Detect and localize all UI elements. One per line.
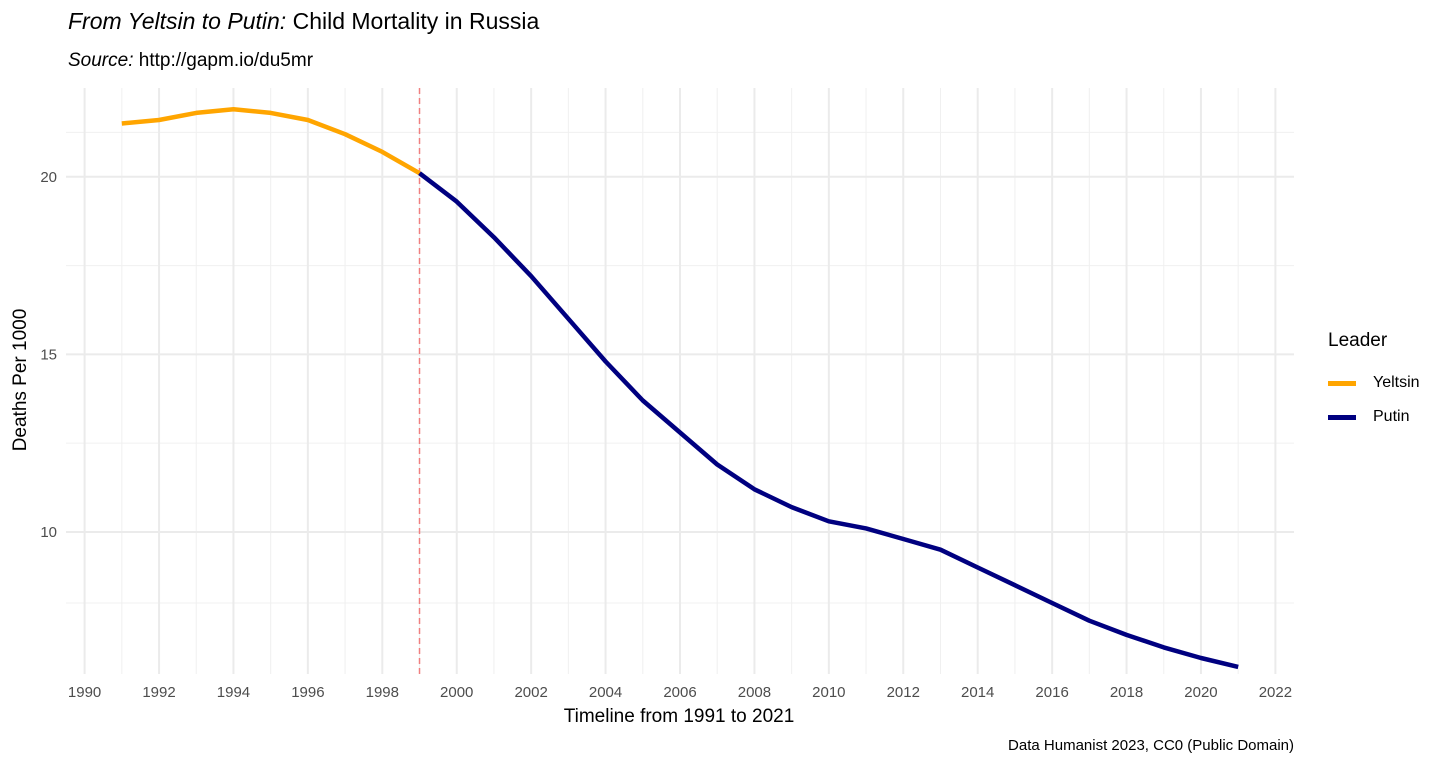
chart-subtitle: Source: http://gapm.io/du5mr [68, 50, 313, 72]
legend-item-yeltsin: Yeltsin [1328, 366, 1420, 400]
x-tick-label: 1998 [366, 684, 399, 701]
legend-key-yeltsin [1328, 380, 1356, 386]
legend-label-yeltsin: Yeltsin [1373, 374, 1420, 391]
series-line-yeltsin [121, 107, 421, 176]
legend-key-putin [1328, 414, 1356, 420]
chart-title: From Yeltsin to Putin: Child Mortality i… [68, 8, 539, 35]
x-tick-label: 2016 [1035, 684, 1068, 701]
y-tick-label: 20 [40, 169, 57, 186]
x-tick-label: 1996 [291, 684, 324, 701]
series-line-putin [418, 171, 1239, 670]
x-tick-label: 2012 [887, 684, 920, 701]
x-tick-label: 1990 [68, 684, 101, 701]
x-tick-label: 2008 [738, 684, 771, 701]
x-tick-label: 2022 [1259, 684, 1292, 701]
x-axis-label: Timeline from 1991 to 2021 [563, 706, 795, 727]
subtitle-text: http://gapm.io/du5mr [138, 50, 314, 71]
caption: Data Humanist 2023, CC0 (Public Domain) [1008, 737, 1294, 754]
x-tick-label: 2004 [589, 684, 622, 701]
title-emphasis: From Yeltsin to Putin: [68, 8, 287, 34]
y-axis-label: Deaths Per 1000 [10, 308, 31, 452]
y-tick-label: 15 [40, 346, 57, 363]
x-tick-label: 2002 [514, 684, 547, 701]
x-tick-label: 2010 [812, 684, 845, 701]
y-tick-label: 10 [40, 524, 57, 541]
title-text: Child Mortality in Russia [292, 8, 540, 34]
subtitle-emphasis: Source: [68, 50, 134, 71]
legend-title: Leader [1328, 330, 1388, 351]
x-tick-label: 2018 [1110, 684, 1143, 701]
legend-label-putin: Putin [1373, 408, 1410, 425]
x-tick-label: 2014 [961, 684, 994, 701]
legend-item-putin: Putin [1328, 400, 1420, 434]
x-tick-label: 2000 [440, 684, 473, 701]
legend: Leader Yeltsin Putin [1328, 330, 1420, 434]
x-tick-label: 1992 [142, 684, 175, 701]
x-tick-label: 1994 [217, 684, 250, 701]
x-tick-label: 2020 [1184, 684, 1217, 701]
x-tick-label: 2006 [663, 684, 696, 701]
